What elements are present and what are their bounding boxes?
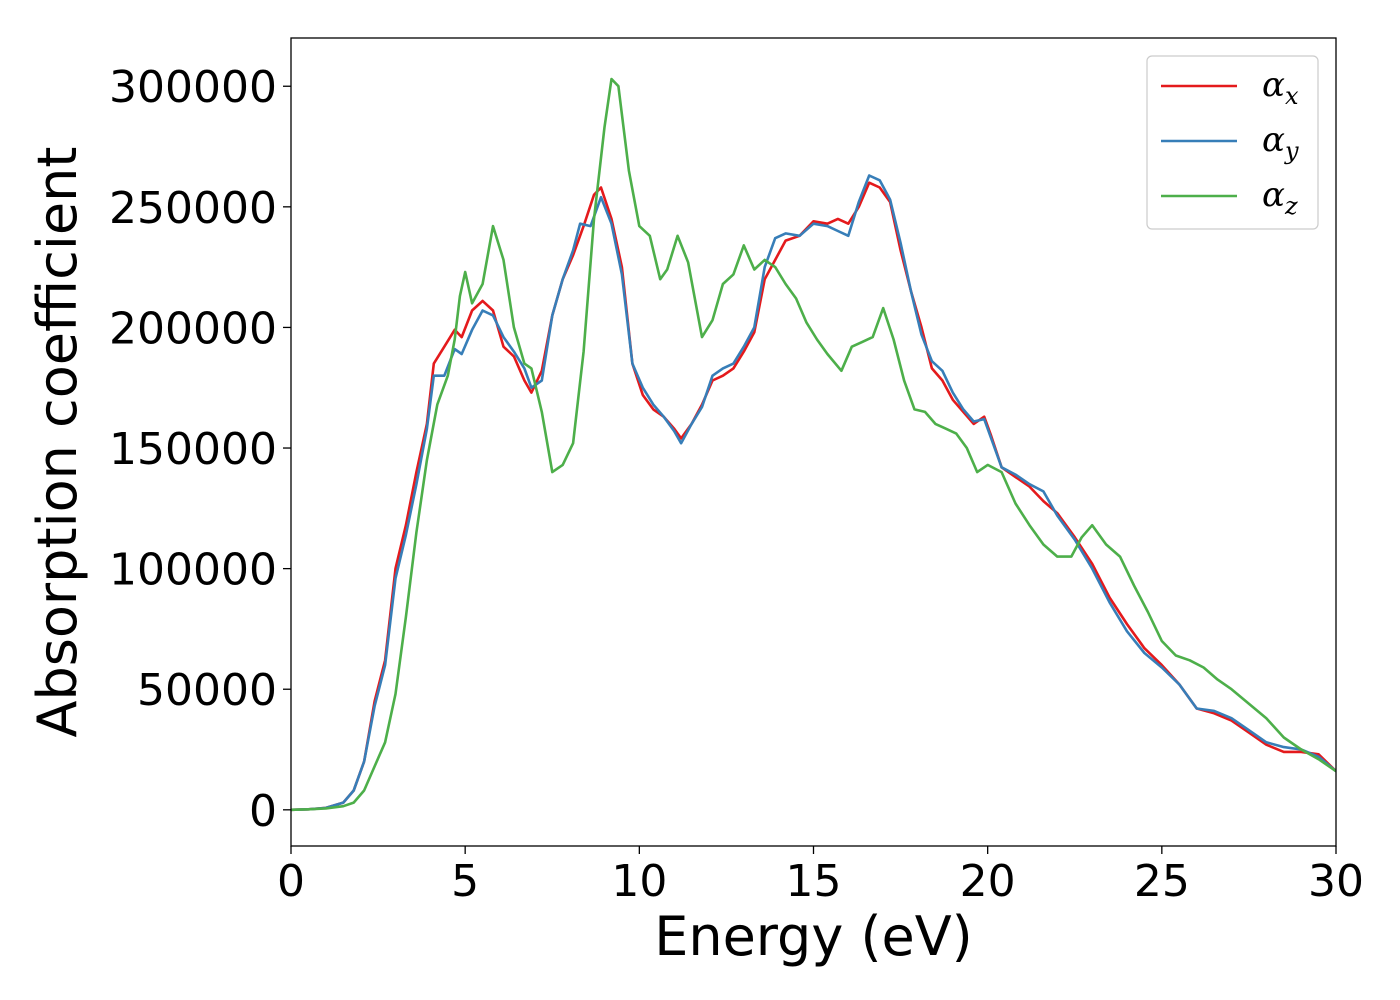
legend-box [1146, 55, 1319, 230]
y-tick-label: 0 [249, 786, 277, 837]
series-line-x [291, 181, 1336, 812]
x-tick-label: 10 [611, 856, 667, 907]
x-tick-label: 0 [277, 856, 305, 907]
legend: αx αy αz [1146, 55, 1319, 230]
y-ticks: 0 50000 100000 150000 200000 250000 300000 [109, 62, 291, 837]
x-tick-label: 25 [1134, 856, 1190, 907]
x-tick-label: 5 [451, 856, 479, 907]
y-axis-label: Absorption coefficient [26, 147, 89, 738]
y-tick-label: 100000 [109, 545, 277, 596]
y-tick-label: 300000 [109, 62, 277, 113]
x-tick-label: 15 [786, 856, 842, 907]
series-line-y [291, 174, 1336, 812]
x-tick-label: 30 [1308, 856, 1364, 907]
legend-entry-x: αx [1262, 65, 1299, 110]
y-tick-label: 50000 [137, 665, 277, 716]
x-axis-label: Energy (eV) [654, 905, 973, 968]
x-tick-label: 20 [960, 856, 1016, 907]
y-tick-label: 150000 [109, 424, 277, 475]
x-ticks: 0 5 10 15 20 25 30 [277, 846, 1364, 907]
legend-entry-y: αy [1262, 120, 1299, 165]
y-tick-label: 250000 [109, 183, 277, 234]
series-line-z [291, 77, 1336, 812]
legend-entry-z: αz [1262, 175, 1298, 220]
y-tick-label: 200000 [109, 303, 277, 354]
series-layer [291, 77, 1336, 812]
